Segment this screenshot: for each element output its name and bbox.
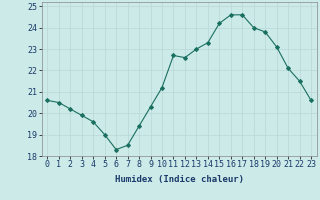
X-axis label: Humidex (Indice chaleur): Humidex (Indice chaleur): [115, 175, 244, 184]
